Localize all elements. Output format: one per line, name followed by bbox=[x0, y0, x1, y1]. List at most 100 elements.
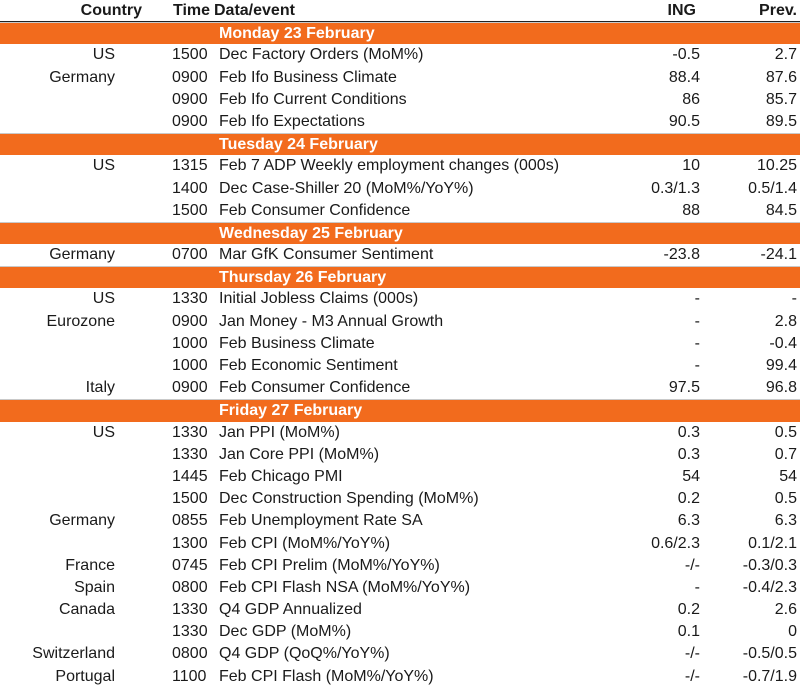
previous-value-cell: 0 bbox=[788, 623, 797, 641]
ing-forecast-cell: - bbox=[694, 578, 700, 596]
table-row: 1500 Dec Construction Spending (MoM%) 0.2 0… bbox=[0, 488, 800, 510]
event-cell: Mar GfK Consumer Sentiment bbox=[219, 246, 434, 264]
previous-value-cell: 2.8 bbox=[774, 312, 797, 330]
day-header: Tuesday 24 February bbox=[0, 133, 800, 156]
table-row: 0900 Feb Ifo Current Conditions 86 85.7 bbox=[0, 89, 800, 111]
ing-forecast-cell: 90.5 bbox=[668, 112, 700, 130]
ing-forecast-cell: - bbox=[694, 312, 700, 330]
event-cell: Jan Core PPI (MoM%) bbox=[219, 445, 380, 463]
previous-value-cell: 85.7 bbox=[765, 90, 797, 108]
table-row: US 1330 Jan PPI (MoM%) 0.3 0.5 bbox=[0, 422, 800, 444]
time-cell: 0900 bbox=[172, 379, 208, 397]
event-cell: Q4 GDP Annualized bbox=[219, 601, 362, 619]
time-cell: 1315 bbox=[172, 157, 208, 175]
previous-value-cell: 0.1/2.1 bbox=[748, 534, 797, 552]
country-cell: US bbox=[92, 423, 115, 441]
ing-forecast-cell: 0.2 bbox=[677, 601, 700, 619]
day-label: Friday 27 February bbox=[219, 402, 363, 420]
table-row: Portugal 1100 Feb CPI Flash (MoM%/YoY%) -/-… bbox=[0, 666, 800, 688]
event-cell: Feb Economic Sentiment bbox=[219, 357, 398, 374]
time-cell: 0900 bbox=[172, 312, 208, 330]
event-cell: Feb CPI (MoM%/YoY%) bbox=[219, 534, 391, 552]
previous-value-cell: 87.6 bbox=[765, 68, 797, 86]
time-cell: 1330 bbox=[172, 290, 208, 308]
previous-value-cell: 0.7 bbox=[774, 445, 797, 463]
ing-forecast-cell: 86 bbox=[682, 90, 700, 108]
table-row: Switzerland 0800 Q4 GDP (QoQ%/YoY%) -/- -0.5… bbox=[0, 643, 800, 665]
event-cell: Jan PPI (MoM%) bbox=[219, 423, 340, 441]
ing-forecast-cell: 10 bbox=[682, 157, 700, 175]
event-cell: Dec Case-Shiller 20 (MoM%/YoY%) bbox=[219, 179, 474, 197]
event-cell: Dec Construction Spending (MoM%) bbox=[219, 490, 479, 508]
header-prev: Prev. bbox=[759, 2, 797, 19]
event-cell: Feb CPI Prelim (MoM%/YoY%) bbox=[219, 556, 440, 574]
country-cell: Italy bbox=[85, 379, 115, 397]
event-cell: Feb Business Climate bbox=[219, 334, 375, 352]
table-header: Country Time Data/event ING Prev. bbox=[0, 0, 800, 23]
event-cell: Feb Consumer Confidence bbox=[219, 201, 411, 219]
time-cell: 0900 bbox=[172, 112, 208, 130]
time-cell: 1500 bbox=[172, 490, 208, 508]
table-row: Germany 0900 Feb Ifo Business Climate 88.4 8… bbox=[0, 67, 800, 89]
event-cell: Feb CPI Flash NSA (MoM%/YoY%) bbox=[219, 578, 471, 596]
ing-forecast-cell: 88 bbox=[682, 201, 700, 219]
previous-value-cell: 0.5 bbox=[774, 490, 797, 508]
ing-forecast-cell: 0.1 bbox=[677, 623, 700, 641]
table-row: France 0745 Feb CPI Prelim (MoM%/YoY%) -/- -… bbox=[0, 555, 800, 577]
event-cell: Feb 7 ADP Weekly employment changes (000… bbox=[219, 157, 560, 175]
time-cell: 1300 bbox=[172, 534, 208, 552]
day-label: Tuesday 24 February bbox=[219, 136, 378, 154]
country-cell: US bbox=[92, 290, 115, 308]
time-cell: 0900 bbox=[172, 90, 208, 108]
header-country: Country bbox=[80, 2, 142, 19]
event-cell: Feb Ifo Business Climate bbox=[219, 68, 397, 86]
previous-value-cell: 54 bbox=[779, 467, 797, 485]
country-cell: US bbox=[92, 46, 115, 64]
country-cell: Portugal bbox=[55, 667, 115, 685]
table-row: Germany 0700 Mar GfK Consumer Sentiment -23… bbox=[0, 244, 800, 266]
event-cell: Feb Unemployment Rate SA bbox=[219, 512, 423, 530]
table-row: 1330 Dec GDP (MoM%) 0.1 0 bbox=[0, 621, 800, 643]
time-cell: 0800 bbox=[172, 578, 208, 596]
table-row: 1500 Feb Consumer Confidence 88 84.5 bbox=[0, 200, 800, 222]
ing-forecast-cell: 0.2 bbox=[677, 490, 700, 508]
table-row: Germany 0855 Feb Unemployment Rate SA 6.3 6.… bbox=[0, 510, 800, 532]
previous-value-cell: 99.4 bbox=[765, 357, 797, 374]
table-row: US 1315 Feb 7 ADP Weekly employment change… bbox=[0, 155, 800, 177]
table-row: 1300 Feb CPI (MoM%/YoY%) 0.6/2.3 0.1/2.1 bbox=[0, 533, 800, 555]
time-cell: 1400 bbox=[172, 179, 208, 197]
day-header: Monday 23 February bbox=[0, 22, 800, 45]
day-header: Thursday 26 February bbox=[0, 266, 800, 289]
previous-value-cell: 0.5/1.4 bbox=[748, 179, 797, 197]
ing-forecast-cell: - bbox=[694, 334, 700, 352]
ing-forecast-cell: 6.3 bbox=[677, 512, 700, 530]
time-cell: 1330 bbox=[172, 623, 208, 641]
time-cell: 0855 bbox=[172, 512, 208, 530]
ing-forecast-cell: -/- bbox=[684, 667, 700, 685]
table-row: Canada 1330 Q4 GDP Annualized 0.2 2.6 bbox=[0, 599, 800, 621]
time-cell: 0900 bbox=[172, 68, 208, 86]
event-cell: Dec Factory Orders (MoM%) bbox=[219, 46, 424, 64]
event-cell: Initial Jobless Claims (000s) bbox=[219, 290, 419, 308]
country-cell: Eurozone bbox=[46, 312, 116, 330]
previous-value-cell: 10.25 bbox=[756, 157, 797, 175]
time-cell: 1100 bbox=[172, 667, 207, 685]
table-body: Monday 23 February US 1500 Dec Factory Orde… bbox=[0, 22, 800, 688]
event-cell: Feb Ifo Current Conditions bbox=[219, 90, 407, 108]
ing-forecast-cell: -23.8 bbox=[663, 246, 700, 264]
ing-forecast-cell: -0.5 bbox=[672, 46, 700, 64]
previous-value-cell: -0.4/2.3 bbox=[742, 578, 797, 596]
ing-forecast-cell: - bbox=[694, 357, 700, 374]
event-cell: Feb Consumer Confidence bbox=[219, 379, 411, 397]
ing-forecast-cell: -/- bbox=[684, 645, 700, 663]
ing-forecast-cell: -/- bbox=[684, 556, 700, 574]
day-label: Wednesday 25 February bbox=[219, 224, 403, 242]
previous-value-cell: 2.6 bbox=[774, 601, 797, 619]
time-cell: 1330 bbox=[172, 423, 208, 441]
event-cell: Feb Ifo Expectations bbox=[219, 112, 365, 130]
previous-value-cell: -0.4 bbox=[769, 334, 797, 352]
table-row: 1400 Dec Case-Shiller 20 (MoM%/YoY%) 0.3/1… bbox=[0, 178, 800, 200]
time-cell: 1500 bbox=[172, 46, 208, 64]
day-label: Thursday 26 February bbox=[219, 269, 387, 287]
header-ing: ING bbox=[667, 2, 696, 19]
